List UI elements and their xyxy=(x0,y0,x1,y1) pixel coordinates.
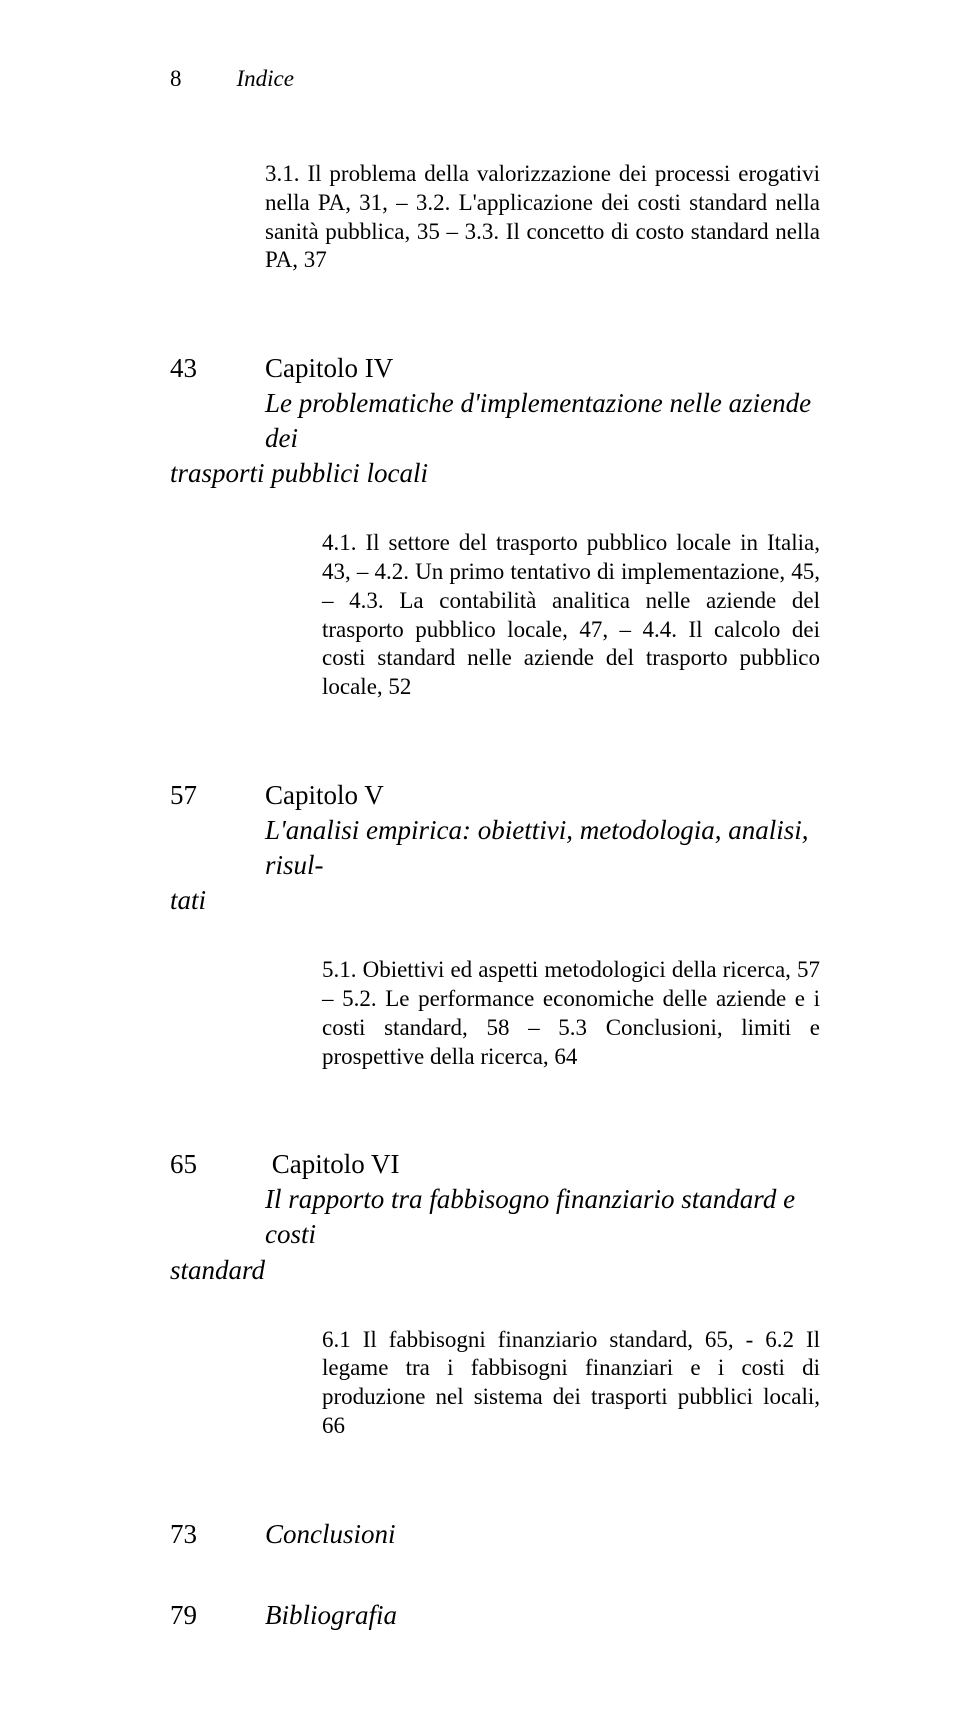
chapter-4-subtitle-line1: Le problematiche d'implementazione nelle… xyxy=(265,386,830,456)
chapter-5-subtitle-hang: tati xyxy=(170,883,830,918)
chapter-5-subtitle-line1: L'analisi empirica: obiettivi, metodolog… xyxy=(265,813,830,883)
page-number: 8 xyxy=(170,66,202,92)
chapter-5-label: Capitolo V xyxy=(265,780,384,810)
chapter-4-heading: 43Capitolo IV xyxy=(170,351,830,386)
chapter-4-body: 4.1. Il settore del trasporto pubblico l… xyxy=(322,529,820,702)
chapter-4-label: Capitolo IV xyxy=(265,353,393,383)
chapter-6-subtitle-line1: Il rapporto tra fabbisogno finanziario s… xyxy=(265,1182,830,1252)
chapter-6-heading: 65 Capitolo VI xyxy=(170,1147,830,1182)
chapter-5-body: 5.1. Obiettivi ed aspetti metodologici d… xyxy=(322,956,820,1071)
chapter-6-subtitle-hang: standard xyxy=(170,1253,830,1288)
chapter-5-heading: 57Capitolo V xyxy=(170,778,830,813)
chapter-bibliografia: 79Bibliografia xyxy=(170,1598,830,1633)
chapter-6-page: 65 xyxy=(170,1147,265,1182)
document-page: 8 Indice 3.1. Il problema della valorizz… xyxy=(0,0,960,1713)
chapter-4-subtitle-hang: trasporti pubblici locali xyxy=(170,456,830,491)
chapter-4-page: 43 xyxy=(170,351,265,386)
page-header: 8 Indice xyxy=(170,66,830,92)
section-3-body: 3.1. Il problema della valorizzazione de… xyxy=(265,160,820,275)
bibliografia-page: 79 xyxy=(170,1598,265,1633)
chapter-6-label: Capitolo VI xyxy=(272,1149,400,1179)
conclusioni-label: Conclusioni xyxy=(265,1519,396,1549)
page-header-title: Indice xyxy=(237,66,294,91)
chapter-6-body: 6.1 Il fabbisogni finanziario standard, … xyxy=(322,1326,820,1441)
conclusioni-page: 73 xyxy=(170,1517,265,1552)
chapter-5-page: 57 xyxy=(170,778,265,813)
bibliografia-label: Bibliografia xyxy=(265,1600,397,1630)
chapter-conclusioni: 73Conclusioni xyxy=(170,1517,830,1552)
